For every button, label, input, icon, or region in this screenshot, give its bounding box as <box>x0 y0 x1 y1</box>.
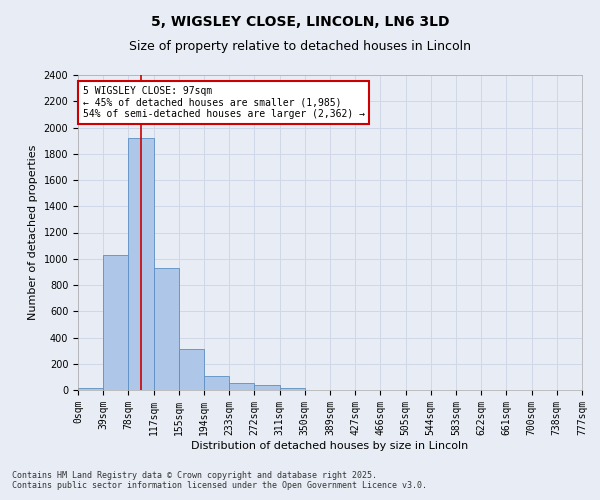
Bar <box>229 383 254 390</box>
Text: 5, WIGSLEY CLOSE, LINCOLN, LN6 3LD: 5, WIGSLEY CLOSE, LINCOLN, LN6 3LD <box>151 15 449 29</box>
Y-axis label: Number of detached properties: Number of detached properties <box>28 145 38 320</box>
Bar <box>154 268 179 390</box>
Bar <box>280 388 305 390</box>
Text: Contains HM Land Registry data © Crown copyright and database right 2025.
Contai: Contains HM Land Registry data © Crown c… <box>12 470 427 490</box>
Bar <box>179 350 204 390</box>
Bar <box>254 386 280 390</box>
Bar <box>78 388 103 390</box>
Bar <box>128 138 154 390</box>
Bar <box>103 255 128 390</box>
Text: Size of property relative to detached houses in Lincoln: Size of property relative to detached ho… <box>129 40 471 53</box>
Text: 5 WIGSLEY CLOSE: 97sqm
← 45% of detached houses are smaller (1,985)
54% of semi-: 5 WIGSLEY CLOSE: 97sqm ← 45% of detached… <box>83 86 365 118</box>
X-axis label: Distribution of detached houses by size in Lincoln: Distribution of detached houses by size … <box>191 440 469 450</box>
Bar <box>204 376 229 390</box>
